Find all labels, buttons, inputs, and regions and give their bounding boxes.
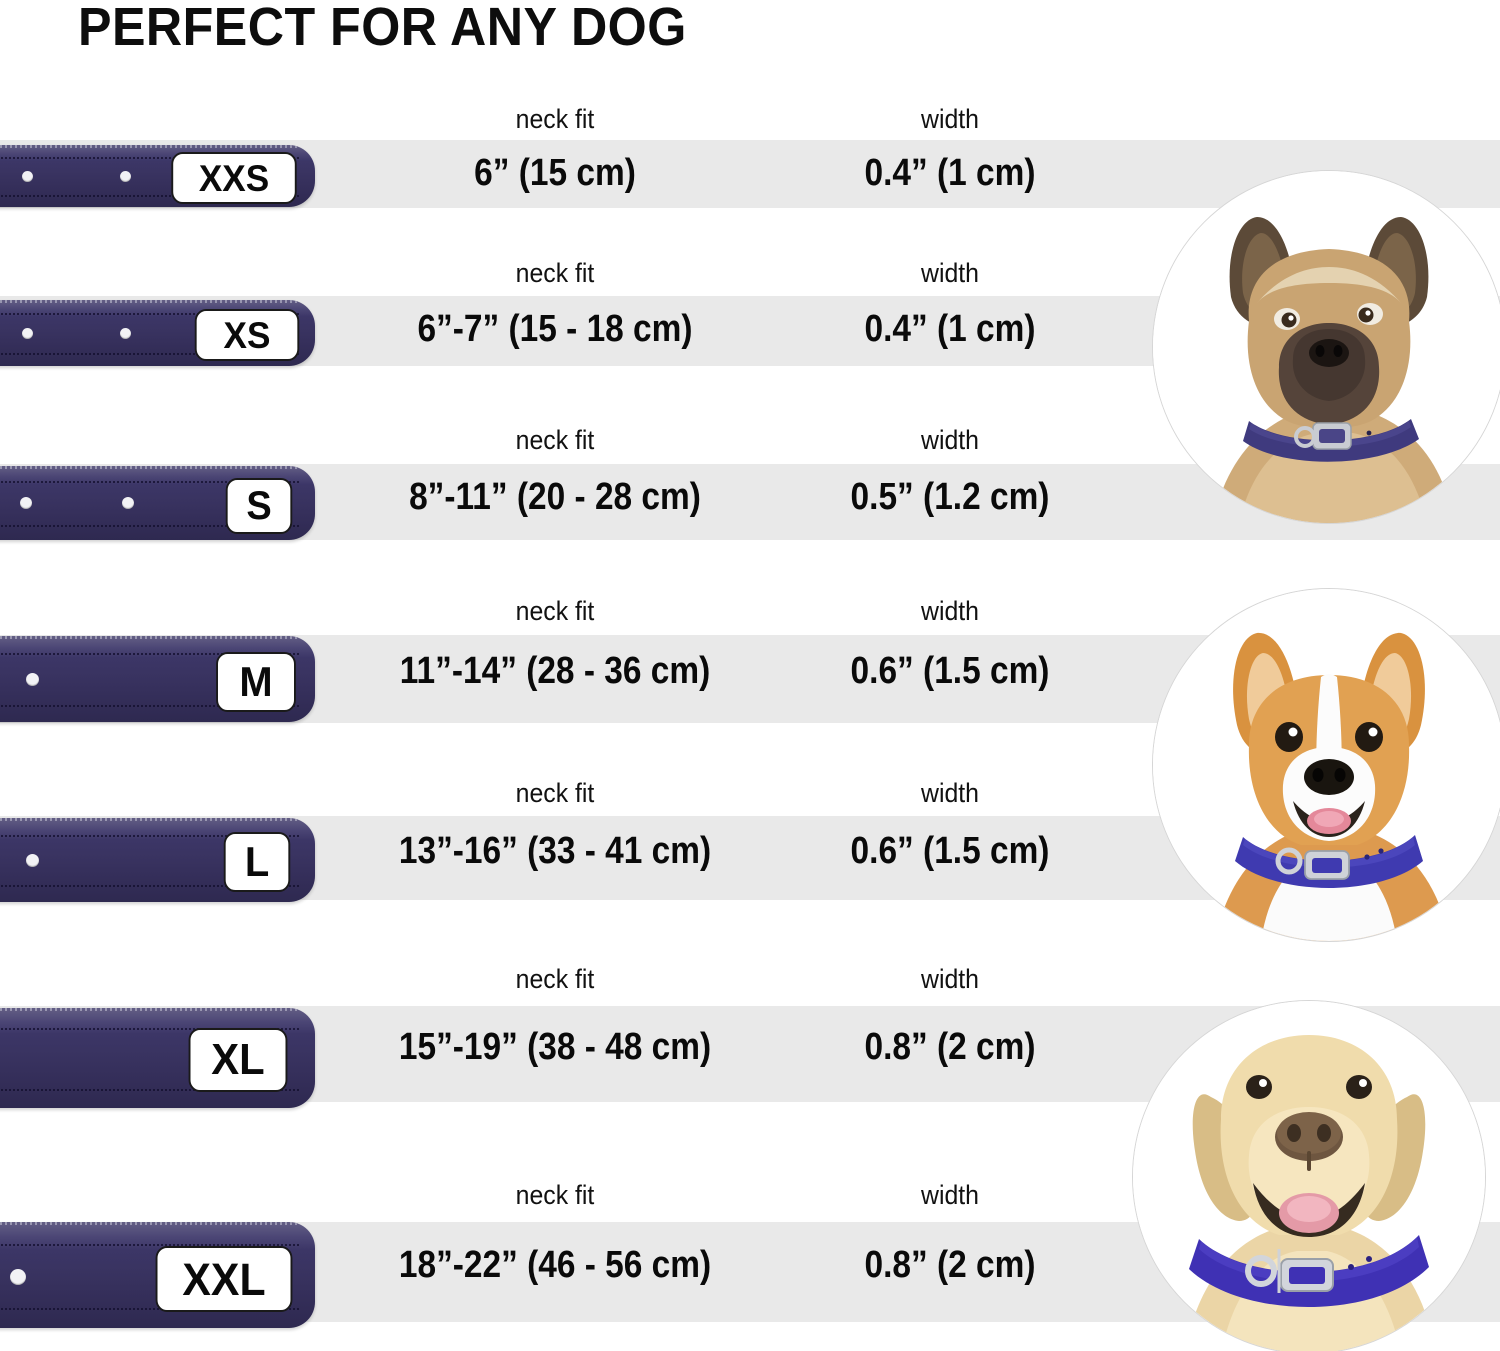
neck-fit-value-xs: 6”-7” (15 - 18 cm) — [417, 308, 693, 350]
width-header-xs: width — [921, 258, 979, 288]
width-header-xxs: width — [921, 104, 979, 134]
neck-fit-header-xl: neck fit — [515, 964, 595, 994]
neck-fit-header-xxs: neck fit — [515, 104, 595, 134]
neck-fit-header-l: neck fit — [515, 778, 595, 808]
collar-hole — [120, 328, 131, 339]
width-header-s: width — [921, 425, 979, 455]
collar-edge-texture — [0, 818, 297, 821]
neck-fit-header-xxl: neck fit — [515, 1180, 595, 1210]
collar-stitch-bottom — [0, 705, 299, 707]
neck-fit-header-m: neck fit — [515, 596, 595, 626]
size-badge-l: L — [223, 832, 291, 892]
size-badge-xl: XL — [188, 1028, 288, 1092]
width-value-l: 0.6” (1.5 cm) — [850, 830, 1050, 872]
size-badge-xxl: XXL — [155, 1246, 293, 1312]
neck-fit-value-l: 13”-16” (33 - 41 cm) — [398, 830, 712, 872]
width-header-l: width — [921, 778, 979, 808]
neck-fit-value-s: 8”-11” (20 - 28 cm) — [409, 476, 701, 518]
collar-edge-texture — [0, 1222, 297, 1225]
collar-edge-texture — [0, 466, 297, 469]
collar-hole — [10, 1269, 26, 1285]
neck-fit-header-xs: neck fit — [515, 258, 595, 288]
collar-hole — [22, 171, 33, 182]
size-badge-s: S — [225, 478, 293, 534]
collar-stitch-bottom — [0, 1089, 299, 1091]
dog-photo-cairn-terrier — [1152, 170, 1500, 524]
collar-hole — [26, 854, 39, 867]
collar-stitch-bottom — [0, 1308, 299, 1310]
neck-fit-value-xxs: 6” (15 cm) — [474, 152, 636, 194]
collar-stitch-top — [0, 835, 299, 837]
collar-stitch-bottom — [0, 195, 299, 197]
width-header-m: width — [921, 596, 979, 626]
collar-hole — [22, 328, 33, 339]
collar-hole — [122, 497, 134, 509]
width-header-xxl: width — [921, 1180, 979, 1210]
collar-stitch-top — [0, 1244, 299, 1246]
collar-edge-texture — [0, 145, 297, 148]
page-title: PERFECT FOR ANY DOG — [78, 0, 687, 57]
neck-fit-header-s: neck fit — [515, 425, 595, 455]
dog-photo-corgi — [1152, 588, 1500, 942]
collar-stitch-top — [0, 313, 299, 315]
collar-stitch-top — [0, 653, 299, 655]
collar-stitch-bottom — [0, 353, 299, 355]
collar-hole — [120, 171, 131, 182]
width-header-xl: width — [921, 964, 979, 994]
width-value-xl: 0.8” (2 cm) — [864, 1026, 1036, 1068]
collar-stitch-bottom — [0, 525, 299, 527]
collar-stitch-top — [0, 1028, 299, 1030]
size-badge-xxs: XXS — [171, 152, 297, 204]
collar-hole — [20, 497, 32, 509]
collar-edge-texture — [0, 300, 297, 303]
dog-photo-labrador — [1132, 1000, 1486, 1351]
collar-hole — [26, 673, 39, 686]
width-value-m: 0.6” (1.5 cm) — [850, 650, 1050, 692]
collar-stitch-top — [0, 481, 299, 483]
width-value-xs: 0.4” (1 cm) — [864, 308, 1036, 350]
neck-fit-value-m: 11”-14” (28 - 36 cm) — [399, 650, 711, 692]
neck-fit-value-xxl: 18”-22” (46 - 56 cm) — [398, 1244, 712, 1286]
collar-stitch-bottom — [0, 885, 299, 887]
size-badge-xs: XS — [194, 309, 300, 361]
collar-edge-texture — [0, 1008, 297, 1011]
collar-edge-texture — [0, 636, 297, 639]
neck-fit-value-xl: 15”-19” (38 - 48 cm) — [398, 1026, 712, 1068]
width-value-xxl: 0.8” (2 cm) — [864, 1244, 1036, 1286]
width-value-xxs: 0.4” (1 cm) — [864, 152, 1036, 194]
size-badge-m: M — [216, 652, 296, 712]
width-value-s: 0.5” (1.2 cm) — [850, 476, 1050, 518]
collar-stitch-top — [0, 157, 299, 159]
